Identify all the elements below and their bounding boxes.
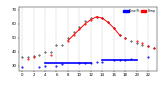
Legend: Dew Pt, Temp: Dew Pt, Temp	[123, 9, 155, 13]
